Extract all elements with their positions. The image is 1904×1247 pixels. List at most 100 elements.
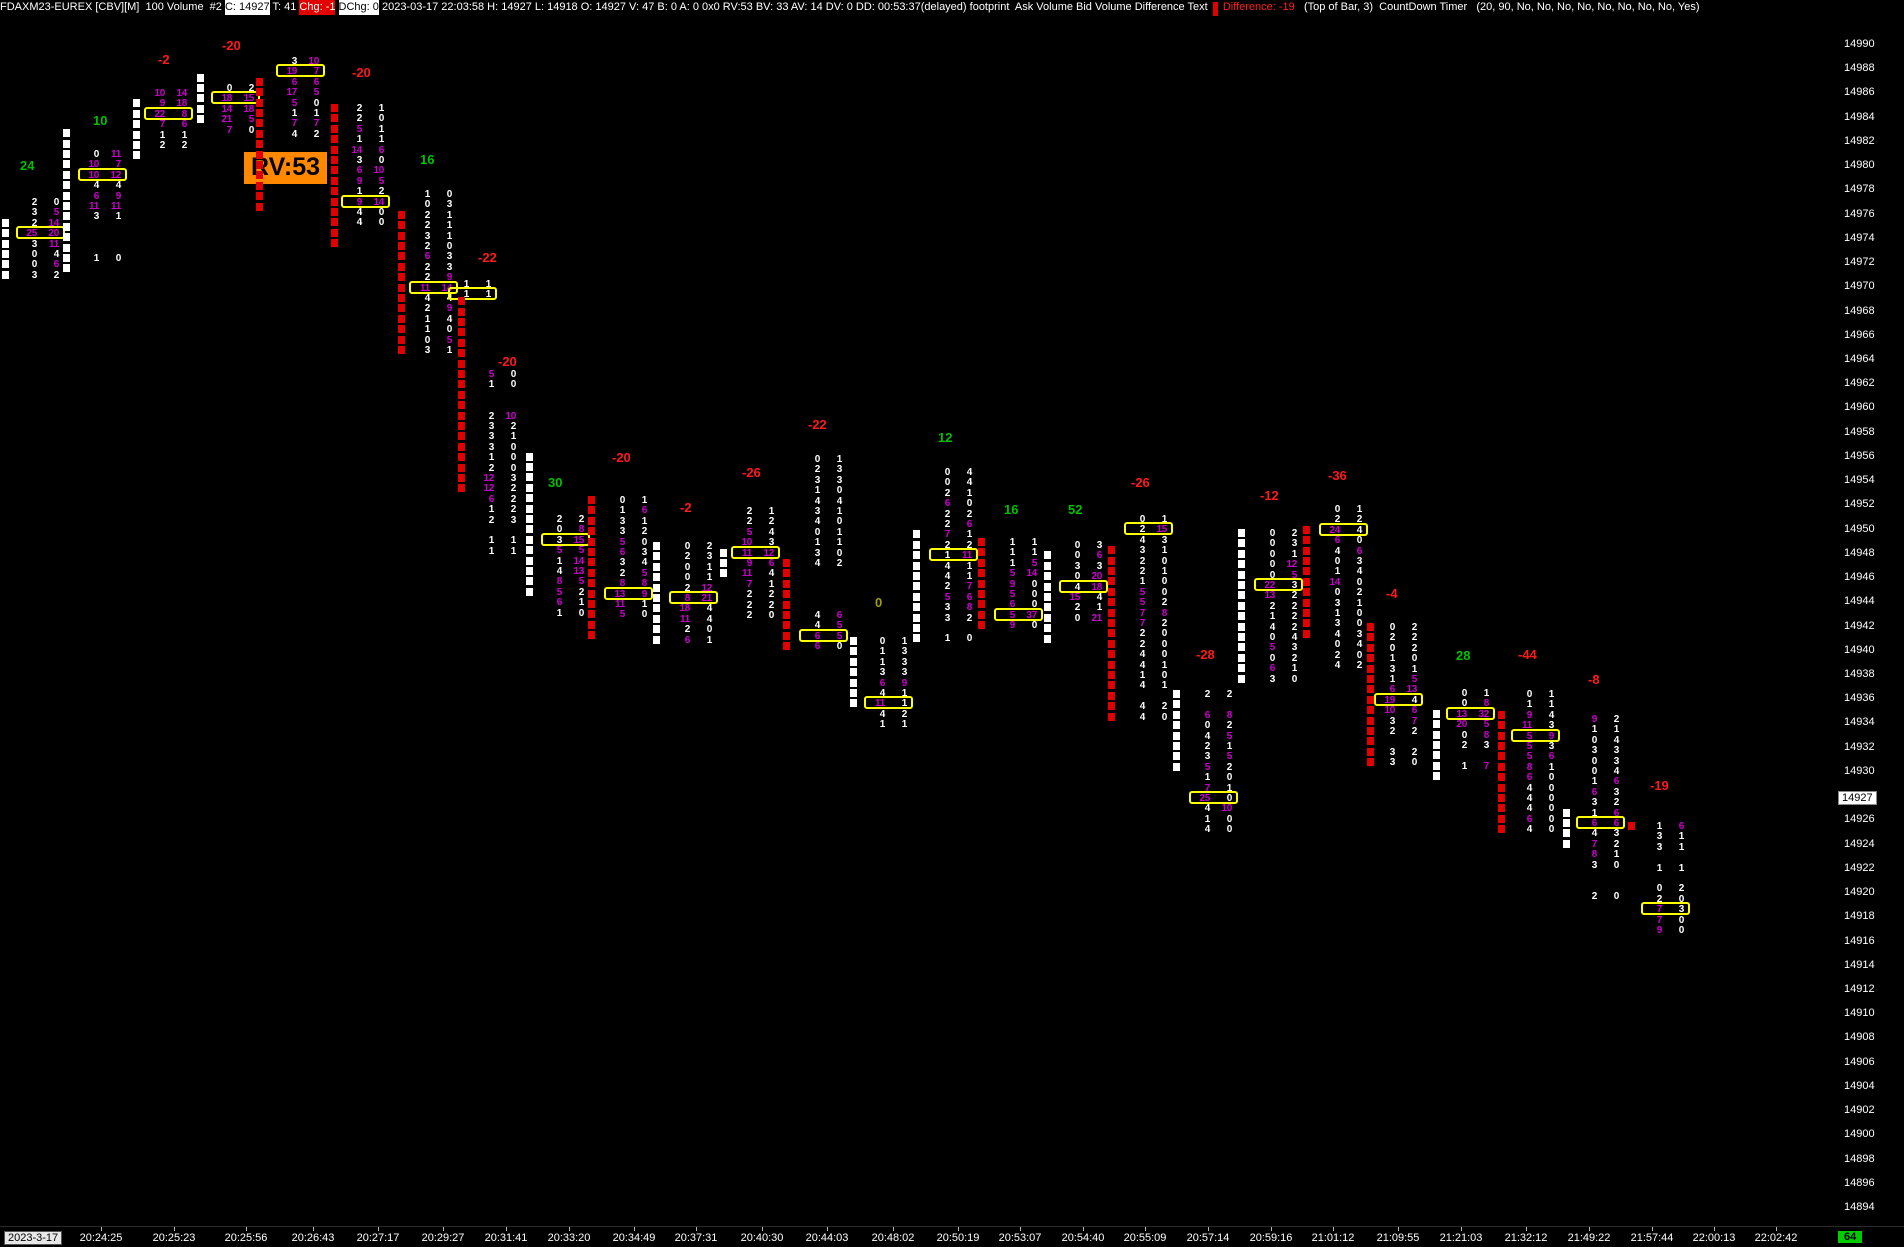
bid-volume-cell: 2 [424,272,431,284]
bid-volume-cell: 4 [1139,680,1146,692]
ask-volume-cell: 1 [901,688,908,699]
volume-column-segment [1433,741,1440,749]
bid-volume-cell: 15 [1069,592,1080,603]
ask-volume-cell: 1 [1291,663,1298,675]
bid-volume-cell: 0 [1269,569,1276,581]
ask-volume-cell: 2 [1226,761,1233,773]
ask-volume-cell: 0 [1226,772,1233,784]
price-tick-label: 14948 [1844,546,1875,559]
bid-volume-cell: 7 [1139,607,1146,619]
ask-volume-cell: 2 [1291,590,1298,602]
ask-volume-cell: 10 [373,165,384,177]
ask-volume-cell: 0 [1031,599,1038,611]
time-axis[interactable]: 2023-3-17 64 20:24:25 20:25:23 20:25:56 20:… [0,1226,1904,1247]
ask-volume-cell: 4 [1411,694,1418,706]
volume-column-segment [458,390,465,399]
bid-volume-cell: 2 [1139,524,1146,536]
bid-volume-cell: 7 [1204,782,1211,794]
ask-volume-cell: 4 [1613,734,1620,746]
volume-column-segment [1044,634,1051,643]
price-axis[interactable]: 14990 14988 14986 14984 14982 14980 14978 14976… [1836,16,1904,1226]
bid-volume-cell: 1 [488,452,495,464]
time-tick-label: 21:49:22 [1567,1232,1611,1244]
ask-volume-cell: 4 [706,613,713,625]
ask-volume-cell: 14 [373,196,384,208]
bid-volume-cell: 2 [424,261,431,273]
bid-volume-cell: 25 [1199,793,1210,804]
bid-volume-cell: 2 [944,508,951,520]
ask-volume-cell: 0 [378,113,385,125]
countdown-timer-badge: 64 [1838,1231,1863,1243]
bid-volume-cell: 0 [944,477,951,489]
ask-volume-cell: 4 [1291,632,1298,643]
volume-column-segment [458,297,465,306]
ask-volume-cell: 3 [1548,741,1555,752]
bid-volume-cell: 0 [31,259,38,271]
ask-volume-cell: 1 [966,571,973,582]
ask-volume-cell: 1 [1483,688,1490,699]
bid-volume-cell: 3 [1269,673,1276,685]
bid-volume-cell: 6 [1591,786,1598,798]
bid-volume-cell: 1 [93,253,100,264]
ask-volume-cell: 4 [1356,524,1363,536]
bid-volume-cell: 2 [556,514,563,525]
bid-volume-cell: 5 [1526,741,1533,752]
bid-volume-cell: 2 [746,610,753,621]
volume-column-segment [458,328,465,337]
bid-volume-cell: 6 [619,547,626,558]
bid-volume-cell: 9 [356,196,363,208]
bar-delta-label: -22 [478,250,497,265]
bid-volume-cell: 3 [1389,663,1396,675]
ask-volume-cell: 0 [1548,782,1555,794]
volume-column-segment [1238,601,1245,610]
bid-volume-cell: 1 [1334,566,1341,578]
volume-column-segment [398,304,405,313]
bar-delta-label: -8 [1588,672,1600,687]
ask-volume-cell: 2 [966,508,973,520]
bid-volume-cell: 1 [619,505,626,517]
ask-volume-cell: 0 [1411,653,1418,665]
ask-volume-cell: 1 [313,108,320,119]
time-tick-label: 21:57:44 [1630,1232,1674,1244]
bid-volume-cell: 3 [944,602,951,614]
volume-column-segment [588,527,595,536]
bid-volume-cell: 4 [1334,545,1341,557]
bid-volume-cell: 2 [619,567,626,579]
volume-column-segment [1238,560,1245,569]
bid-volume-cell: 0 [1074,571,1081,583]
volume-column-segment [588,558,595,567]
bid-volume-cell: 1 [879,656,886,668]
ask-volume-cell: 0 [1548,772,1555,784]
ask-volume-cell: 1 [901,719,908,731]
footprint-chart-canvas[interactable]: RV:53 24 2 0 3 5 2 14 25 20 3 11 0 4 0 6 3 2 10 0 11 10 7 10 12… [0,16,1836,1226]
bid-volume-cell: 1 [1269,611,1276,623]
bid-volume-cell: 5 [1009,568,1016,580]
ask-volume-cell: 2 [1411,622,1418,633]
bid-volume-cell: 11 [1522,720,1532,732]
volume-column-segment [1498,825,1505,834]
volume-column-segment [588,631,595,640]
volume-column-segment [256,150,263,159]
volume-column-segment [783,590,790,599]
volume-column-segment [1498,710,1505,719]
poc-highlight-box [994,607,1043,621]
time-tick [1652,1227,1653,1231]
volume-column-segment [783,631,790,640]
bid-volume-cell: 4 [814,620,821,632]
ask-volume-cell: 7 [966,581,973,593]
bid-volume-cell: 22 [154,108,165,120]
volume-column-segment [398,314,405,323]
volume-column-segment [720,548,727,557]
bid-volume-cell: 6 [1526,772,1533,784]
ask-volume-cell: 4 [1096,592,1103,603]
bid-volume-cell: 0 [1656,883,1663,895]
volume-column-segment [653,573,660,582]
time-tick [893,1227,894,1231]
bid-volume-cell: 0 [1334,504,1341,515]
volume-column-segment [850,668,857,677]
volume-column-segment [1044,624,1051,633]
ask-volume-cell: 4 [1356,566,1363,578]
bid-volume-cell: 5 [1009,589,1016,600]
volume-column-segment [458,370,465,378]
bid-volume-cell: 7 [1139,618,1146,629]
